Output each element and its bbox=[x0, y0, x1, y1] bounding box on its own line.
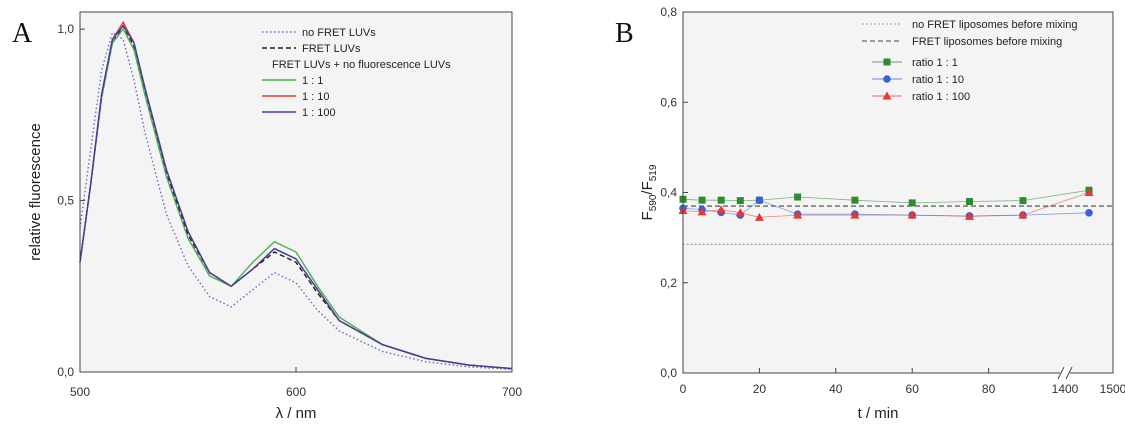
x-tick-label: 20 bbox=[753, 382, 767, 396]
y-axis-title: F590/F519 bbox=[639, 164, 659, 220]
data-point bbox=[716, 205, 726, 214]
x-tick-label: 600 bbox=[286, 385, 306, 399]
legend: no FRET liposomes before mixing FRET lipo… bbox=[862, 19, 1077, 103]
data-point bbox=[850, 210, 860, 219]
y-axis-title-part: F bbox=[639, 211, 656, 220]
data-point bbox=[1084, 188, 1094, 196]
x-tick-label: 1400 bbox=[1052, 382, 1079, 396]
legend-label: 1 : 100 bbox=[302, 107, 336, 119]
data-point bbox=[883, 75, 891, 83]
legend-label: ratio 1 : 1 bbox=[912, 57, 958, 69]
data-point bbox=[717, 196, 725, 204]
legend-label: FRET LUVs bbox=[302, 43, 361, 55]
panel-label-a: A bbox=[12, 18, 33, 49]
x-tick-label: 60 bbox=[906, 382, 920, 396]
y-tick-label: 1,0 bbox=[57, 22, 74, 36]
x-axis-title: t / min bbox=[858, 405, 899, 422]
legend-header: FRET LUVs + no fluorescence LUVs bbox=[272, 59, 451, 71]
x-tick-label: 40 bbox=[829, 382, 843, 396]
y-axis-title-subscript: 590 bbox=[648, 194, 659, 211]
legend-label: no FRET liposomes before mixing bbox=[912, 19, 1077, 31]
chart-panel-a: A 500 600 700 0,0 0,5 1,0 λ / nm relative flu… bbox=[12, 11, 522, 422]
data-point bbox=[908, 199, 916, 207]
x-tick-label: 0 bbox=[680, 382, 687, 396]
data-point bbox=[883, 58, 891, 66]
y-tick-label: 0,8 bbox=[660, 5, 677, 19]
y-tick-label: 0,5 bbox=[57, 194, 74, 208]
legend-label: 1 : 10 bbox=[302, 91, 330, 103]
axis-break-slash bbox=[1065, 366, 1073, 380]
x-tick-label: 500 bbox=[70, 385, 90, 399]
data-point bbox=[736, 197, 744, 205]
legend-label: 1 : 1 bbox=[302, 75, 323, 87]
y-tick-label: 0,6 bbox=[660, 95, 677, 109]
plot-background bbox=[683, 12, 1113, 373]
chart-panel-b: B 0 20 40 60 80 1400 1500 0,0 0,2 0,4 0,6 0,8 t / m… bbox=[615, 5, 1125, 422]
data-point bbox=[735, 208, 745, 217]
data-point bbox=[882, 91, 892, 100]
data-point bbox=[1019, 197, 1027, 205]
series-line bbox=[79, 24, 513, 370]
y-tick-label: 0,0 bbox=[57, 365, 74, 379]
plot-background bbox=[80, 12, 512, 372]
y-tick-label: 0,4 bbox=[660, 186, 677, 200]
y-axis-title-part: /F bbox=[639, 181, 656, 194]
data-point bbox=[1018, 210, 1028, 219]
data-point bbox=[851, 196, 859, 204]
axis-break-gap bbox=[1060, 367, 1070, 379]
data-point bbox=[1085, 209, 1093, 217]
data-point bbox=[794, 193, 802, 201]
data-point bbox=[754, 212, 764, 221]
x-tick-label: 80 bbox=[982, 382, 996, 396]
data-point bbox=[755, 196, 764, 204]
x-tick-label: 1500 bbox=[1100, 382, 1125, 396]
axis-break-slash bbox=[1057, 366, 1065, 380]
series-line bbox=[79, 31, 513, 370]
legend: no FRET LUVs FRET LUVs FRET LUVs + no fluo… bbox=[262, 27, 451, 119]
legend-label: FRET liposomes before mixing bbox=[912, 36, 1062, 48]
legend-label: ratio 1 : 100 bbox=[912, 91, 970, 103]
data-point bbox=[697, 207, 707, 216]
y-axis-title-subscript: 519 bbox=[648, 164, 659, 181]
x-axis-title: λ / nm bbox=[276, 405, 317, 422]
data-point bbox=[698, 196, 706, 204]
data-point bbox=[793, 210, 803, 219]
panel-label-b: B bbox=[615, 18, 634, 49]
x-tick-label: 700 bbox=[502, 385, 522, 399]
axis-break-marker bbox=[1057, 366, 1073, 380]
series-group bbox=[79, 20, 513, 370]
y-tick-label: 0,2 bbox=[660, 276, 677, 290]
y-tick-label: 0,0 bbox=[660, 366, 677, 380]
data-point bbox=[966, 198, 973, 206]
data-point bbox=[965, 211, 974, 220]
legend-label: ratio 1 : 10 bbox=[912, 74, 964, 86]
legend-label: no FRET LUVs bbox=[302, 27, 376, 39]
data-point bbox=[907, 210, 917, 219]
y-axis-title: relative fluorescence bbox=[27, 123, 44, 261]
